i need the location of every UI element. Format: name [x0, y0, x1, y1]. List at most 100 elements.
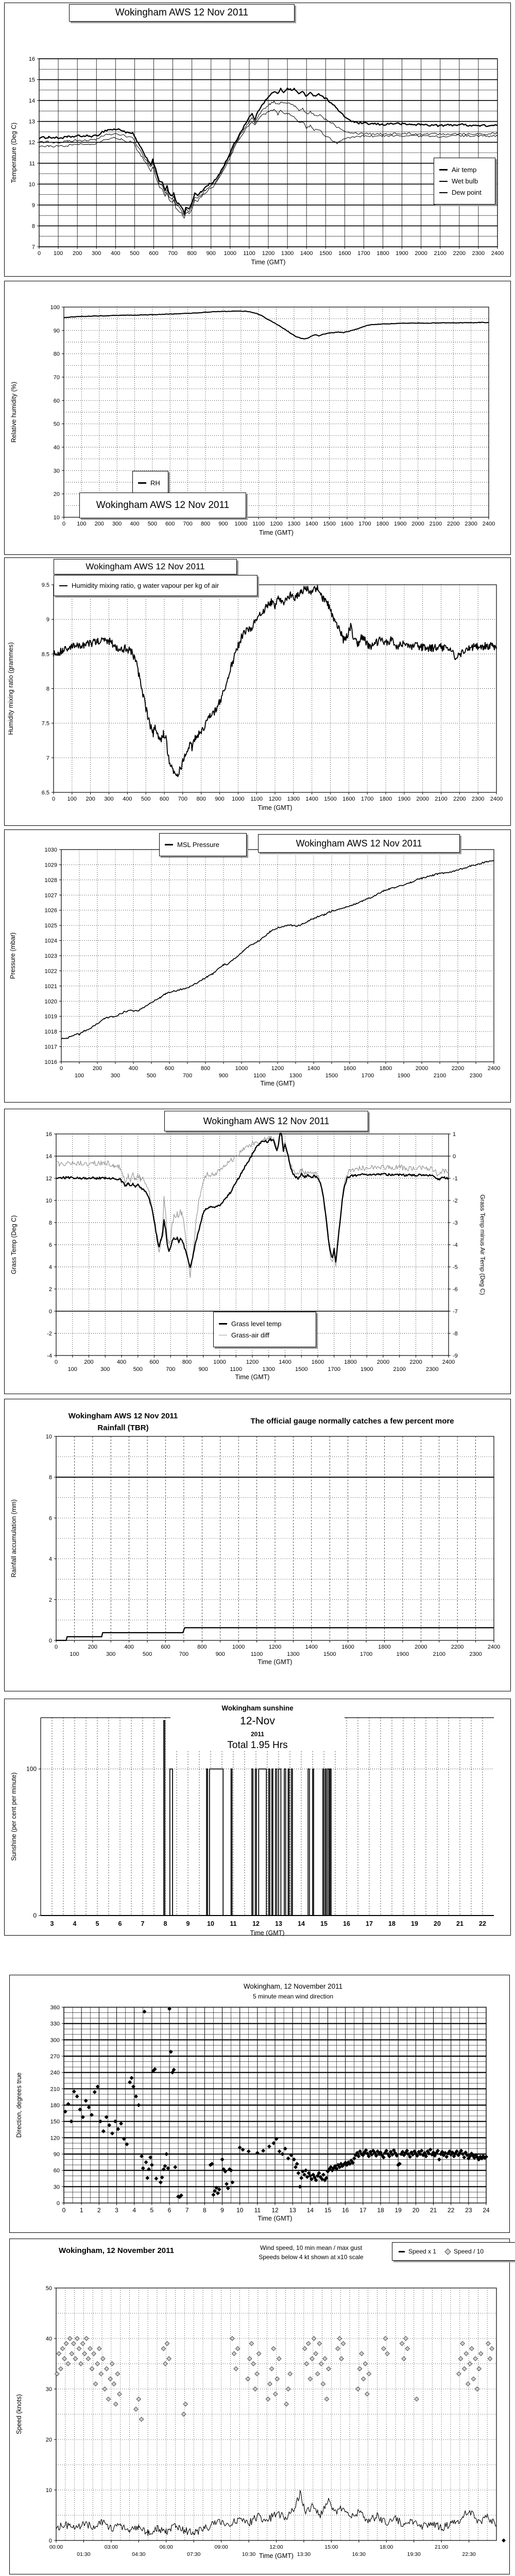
svg-text:10: 10	[54, 515, 60, 521]
svg-text:1: 1	[80, 2207, 83, 2214]
legend-label: Dew point	[452, 189, 482, 196]
svg-text:2300: 2300	[470, 1073, 482, 1079]
svg-text:01:30: 01:30	[77, 2551, 90, 2557]
svg-text:15: 15	[324, 2207, 332, 2214]
svg-text:1018: 1018	[45, 1029, 57, 1035]
svg-text:2200: 2200	[453, 250, 466, 257]
svg-text:10: 10	[46, 2487, 52, 2494]
mixing-ratio-chart: 6.5 7 7.5 8 8.5 9 9.5 0 100 200 300 400 500 600 700 800…	[7, 582, 503, 811]
svg-text:100: 100	[67, 796, 77, 802]
legend-item: Grass level temp	[219, 1320, 311, 1327]
svg-text:9: 9	[32, 202, 35, 209]
svg-text:600: 600	[161, 1644, 170, 1650]
svg-text:0: 0	[52, 796, 55, 802]
svg-text:200: 200	[84, 1359, 93, 1365]
svg-text:-6: -6	[453, 1286, 458, 1293]
svg-text:1300: 1300	[289, 1073, 302, 1079]
svg-text:7: 7	[141, 1920, 145, 1927]
svg-text:14: 14	[298, 1920, 305, 1927]
svg-text:800: 800	[196, 796, 205, 802]
svg-text:2200: 2200	[451, 1644, 464, 1650]
wind-speed-note: Wind speed, 10 min mean / max gust Speed…	[231, 2243, 391, 2262]
svg-text:1026: 1026	[45, 908, 57, 914]
svg-text:1500: 1500	[323, 1651, 336, 1657]
svg-text:700: 700	[168, 250, 177, 257]
svg-text:1400: 1400	[279, 1359, 291, 1365]
svg-text:1023: 1023	[45, 953, 57, 959]
svg-text:8: 8	[46, 686, 49, 692]
rainfall-chart: 0246810010020030040050060070080090010001…	[10, 1434, 500, 1666]
annotation-text: The official gauge normally catches a fe…	[250, 1417, 454, 1426]
svg-text:80: 80	[54, 351, 60, 358]
svg-text:7.5: 7.5	[42, 721, 49, 727]
svg-text:6: 6	[168, 2207, 171, 2214]
svg-text:-2: -2	[47, 1331, 52, 1337]
sunshine-chart: 0 100 3 4 5 6 7 8 9 10 11 12 13 14 15 16 17 18 19 20 21 22 Tim…	[10, 1717, 494, 1936]
svg-text:800: 800	[182, 1359, 192, 1365]
legend-item: Grass-air diff	[219, 1332, 311, 1338]
panel-wind-direction: 0 30 60 90 120 150 180 210 240 270 300 330 360 0 1 2 3 4 5…	[9, 1975, 510, 2233]
svg-text:210: 210	[50, 2086, 60, 2092]
svg-text:1016: 1016	[45, 1059, 57, 1065]
svg-text:2000: 2000	[377, 1359, 389, 1365]
svg-text:Pressure (mbar): Pressure (mbar)	[9, 933, 16, 979]
svg-text:7: 7	[185, 2207, 189, 2214]
svg-text:1800: 1800	[380, 796, 392, 802]
legend-label: Humidity mixing ratio, g water vapour pe…	[72, 582, 219, 589]
svg-text:700: 700	[178, 796, 187, 802]
svg-text:-4: -4	[453, 1242, 458, 1248]
svg-text:15:00: 15:00	[324, 2544, 338, 2550]
svg-text:9.5: 9.5	[42, 582, 49, 588]
svg-text:0: 0	[453, 1154, 456, 1160]
svg-text:1900: 1900	[396, 250, 408, 257]
svg-text:24: 24	[483, 2207, 490, 2214]
sunshine-header: Wokingham sunshine 12-Nov 2011 Total 1.9…	[170, 1704, 345, 1751]
svg-text:22:30: 22:30	[462, 2551, 475, 2557]
chart-title-box: Wokingham AWS 12 Nov 2011	[258, 834, 460, 853]
svg-text:1300: 1300	[281, 250, 294, 257]
svg-text:900: 900	[199, 1366, 208, 1372]
svg-text:800: 800	[197, 1644, 207, 1650]
svg-text:1400: 1400	[305, 521, 318, 527]
svg-text:12: 12	[252, 1920, 260, 1927]
legend-label: Grass-air diff	[231, 1331, 270, 1339]
svg-text:1700: 1700	[360, 1651, 372, 1657]
svg-text:600: 600	[165, 521, 175, 527]
note-line2: Speeds below 4 kt shown at x10 scale	[259, 2253, 364, 2261]
svg-text:2400: 2400	[488, 1065, 500, 1072]
chart-title-box: Wokingham AWS 12 Nov 2011	[164, 1111, 368, 1131]
svg-text:0: 0	[49, 2538, 52, 2544]
svg-text:10:30: 10:30	[242, 2551, 255, 2557]
svg-text:6: 6	[49, 1515, 52, 1521]
chart-title-box: Wokingham AWS 12 Nov 2011	[69, 4, 295, 22]
svg-text:100: 100	[75, 1073, 84, 1079]
rh-legend: RH	[132, 471, 168, 495]
svg-text:1100: 1100	[230, 1366, 242, 1372]
svg-text:1000: 1000	[224, 250, 236, 257]
svg-text:240: 240	[50, 2070, 60, 2076]
svg-text:-9: -9	[453, 1353, 458, 1359]
svg-text:2400: 2400	[491, 250, 504, 257]
svg-text:1900: 1900	[394, 521, 406, 527]
sunshine-total: Total 1.95 Hrs	[227, 1740, 288, 1751]
svg-text:300: 300	[111, 1073, 120, 1079]
legend-item: Air temp	[439, 166, 490, 173]
svg-text:Time (GMT): Time (GMT)	[250, 1929, 285, 1936]
svg-text:18: 18	[388, 1920, 396, 1927]
legend-label: Speed / 10	[454, 2248, 484, 2255]
svg-text:1100: 1100	[251, 1651, 263, 1657]
svg-text:0: 0	[55, 1359, 58, 1365]
svg-text:400: 400	[129, 1065, 138, 1072]
svg-text:1600: 1600	[338, 250, 351, 257]
svg-text:16: 16	[342, 2207, 349, 2214]
svg-text:100: 100	[77, 521, 86, 527]
svg-text:8: 8	[32, 223, 35, 229]
svg-text:330: 330	[50, 2021, 60, 2027]
svg-text:Time (GMT): Time (GMT)	[251, 259, 286, 266]
svg-text:1500: 1500	[323, 521, 335, 527]
svg-text:900: 900	[215, 796, 224, 802]
svg-text:1025: 1025	[45, 923, 57, 929]
svg-text:200: 200	[73, 250, 82, 257]
rainfall-title-line1: Wokingham AWS 12 Nov 2011	[68, 1412, 178, 1420]
